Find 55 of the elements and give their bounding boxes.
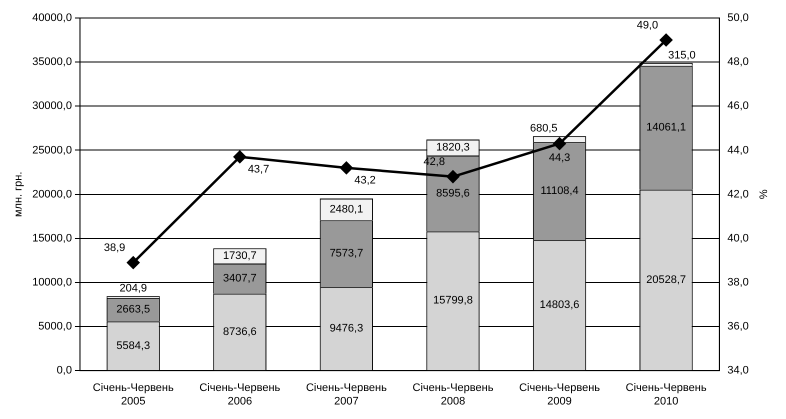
data-label: 44,3 xyxy=(548,152,570,164)
x-tick-label: Січень-Червень 2008 xyxy=(412,382,494,408)
y2-tick-label: 46,0 xyxy=(727,100,749,112)
data-label: 3407,7 xyxy=(222,272,257,285)
data-label: 1820,3 xyxy=(436,142,470,154)
x-tick-label: Січень-Червень 2007 xyxy=(306,382,388,408)
data-label: 49,0 xyxy=(636,20,658,32)
y2-tick-label: 44,0 xyxy=(727,144,749,156)
y-tick-label: 5000,0 xyxy=(38,320,72,333)
data-label: 14803,6 xyxy=(540,299,580,312)
y2-tick-label: 38,0 xyxy=(727,276,749,288)
data-label: 2480,1 xyxy=(330,203,364,216)
point xyxy=(127,256,140,269)
data-label: 680,5 xyxy=(530,122,558,135)
x-tick-label: Січень-Червень 2005 xyxy=(92,382,174,408)
data-label: 43,2 xyxy=(354,174,376,186)
y-tick-label: 40000,0 xyxy=(32,12,72,24)
data-label: 204,9 xyxy=(119,282,148,295)
data-label: 8736,6 xyxy=(222,326,257,338)
y-tick-label: 15000,0 xyxy=(32,232,72,244)
y-tick-label: 30000,0 xyxy=(32,100,72,112)
x-tick-label: Січень-Червень 2009 xyxy=(519,382,600,408)
data-label: 11108,4 xyxy=(540,185,579,198)
y-tick-label: 20000,0 xyxy=(32,188,72,200)
point xyxy=(234,150,246,164)
data-label: 14061,1 xyxy=(646,122,686,134)
y-axis-title: млн. грн. xyxy=(12,172,25,218)
data-label: 1730,7 xyxy=(222,250,257,262)
data-label: 5584,3 xyxy=(116,340,150,352)
point xyxy=(660,34,672,46)
data-label: 8595,6 xyxy=(436,187,470,200)
y-tick-label: 10000,0 xyxy=(32,276,72,288)
point xyxy=(340,162,353,174)
data-label: 20528,7 xyxy=(646,274,686,286)
y2-tick-label: 40,0 xyxy=(727,232,749,244)
y2-tick-label: 36,0 xyxy=(727,320,749,333)
point xyxy=(553,137,566,150)
y2-axis-title: % xyxy=(756,189,768,200)
data-label: 9476,3 xyxy=(330,322,364,335)
data-label: 315,0 xyxy=(668,49,696,62)
data-label: 15799,8 xyxy=(433,294,473,307)
y-tick-label: 0,0 xyxy=(56,364,72,377)
point xyxy=(446,170,460,183)
data-label: 2663,5 xyxy=(116,304,150,316)
x-tick-label: Січень-Червень 2006 xyxy=(199,382,281,408)
data-label: 7573,7 xyxy=(330,248,364,260)
y2-tick-label: 50,0 xyxy=(727,12,749,24)
y-tick-label: 35000,0 xyxy=(32,56,72,68)
data-label: 38,9 xyxy=(104,242,126,254)
y-tick-label: 25000,0 xyxy=(32,144,72,156)
x-tick-label: Січень-Червень 2010 xyxy=(626,382,707,408)
y2-tick-label: 34,0 xyxy=(727,364,749,377)
y2-tick-label: 42,0 xyxy=(727,188,749,200)
data-label: 43,7 xyxy=(248,163,270,176)
y2-tick-label: 48,0 xyxy=(727,56,749,68)
